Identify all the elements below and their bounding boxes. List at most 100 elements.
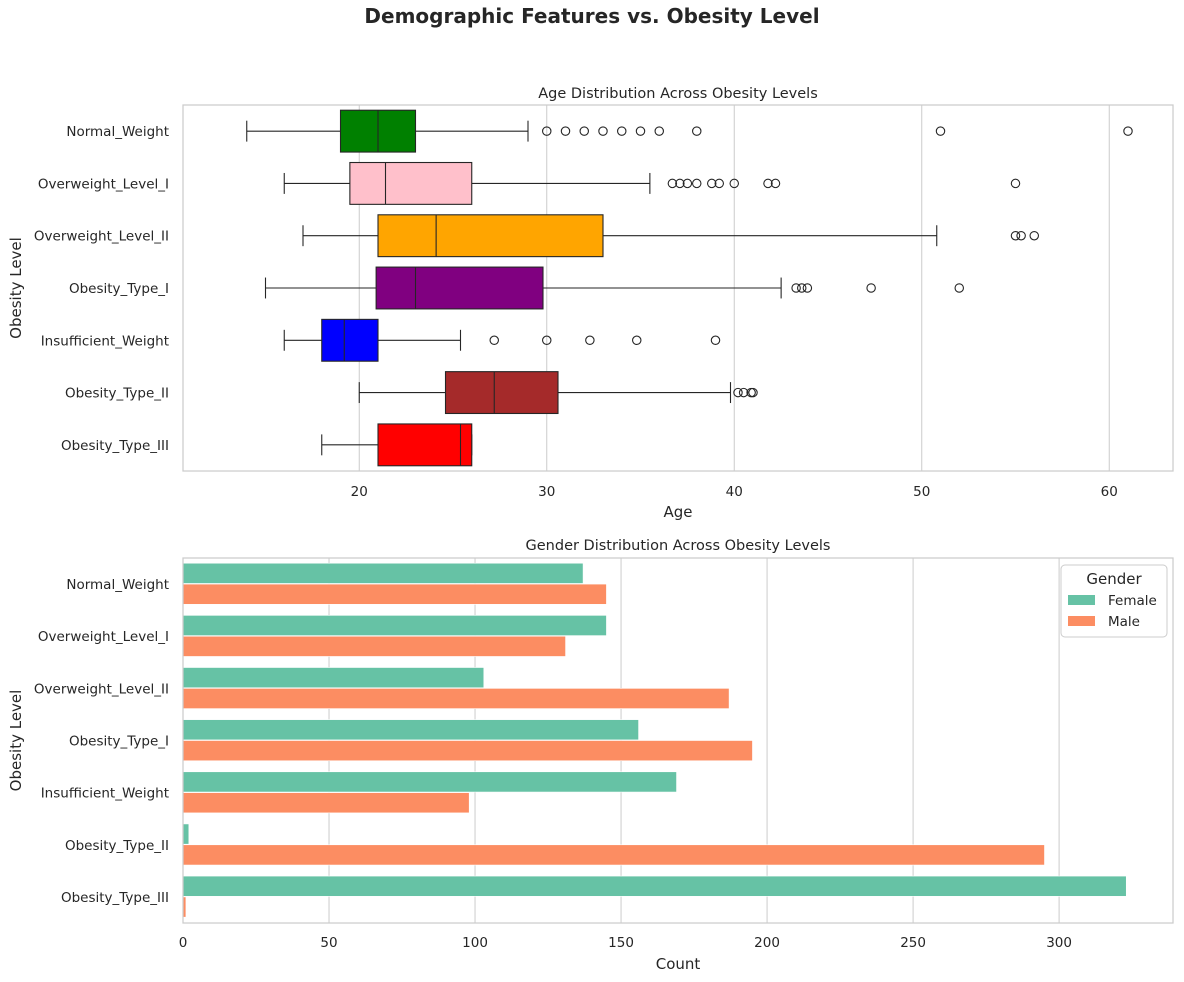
outlier-point — [954, 283, 964, 293]
bar-female-insufficient-weight — [182, 771, 677, 793]
outlier-point — [675, 178, 685, 189]
y-tick-label: Overweight_Level_II — [34, 229, 169, 245]
x-tick-label: 40 — [726, 484, 743, 500]
x-tick-label: 30 — [538, 484, 555, 500]
y-tick-label: Obesity_Type_II — [65, 386, 169, 402]
y-tick-label: Insufficient_Weight — [41, 786, 169, 802]
legend-label-male: Male — [1108, 614, 1140, 630]
outlier-point — [791, 283, 801, 293]
outlier-point — [560, 126, 571, 136]
outlier-point — [1010, 178, 1021, 189]
gender-barchart-panel: Normal_Weight Overweight_Level_I Overweigh… — [7, 538, 1174, 973]
box-obesity-type-iii — [321, 423, 473, 467]
x-tick-label: 150 — [608, 935, 634, 951]
outlier-point — [598, 126, 608, 136]
outlier-point — [1123, 126, 1133, 136]
bar-male-insufficient-weight — [182, 792, 470, 814]
outlier-point — [710, 335, 721, 346]
bar-male-normal-weight — [182, 583, 607, 605]
outlier-point — [729, 178, 739, 189]
iqr-box — [444, 371, 559, 415]
x-tick-label: 20 — [351, 484, 368, 500]
iqr-box — [377, 214, 604, 258]
y-tick-label: Overweight_Level_II — [34, 681, 169, 697]
bar-female-obesity-type-iii — [182, 875, 1127, 897]
plot-frame — [182, 557, 1174, 924]
outlier-point — [706, 178, 717, 189]
bar-male-obesity-type-ii — [182, 844, 1045, 866]
outlier-point — [616, 126, 627, 136]
x-tick-label: 250 — [900, 935, 926, 951]
legend: Gender Female Male — [1060, 564, 1168, 638]
legend-swatch-female — [1068, 595, 1095, 605]
iqr-box — [349, 161, 473, 205]
bar-female-overweight-level-i — [182, 615, 607, 636]
figure-title: Demographic Features vs. Obesity Level — [364, 4, 820, 28]
outlier-point — [541, 126, 552, 136]
outlier-point — [733, 387, 743, 398]
iqr-box — [375, 266, 544, 310]
panel-title: Gender Distribution Across Obesity Level… — [526, 538, 831, 554]
bar-male-overweight-level-i — [182, 635, 566, 657]
outlier-point — [802, 283, 813, 293]
outlier-point — [489, 335, 499, 346]
bar-female-normal-weight — [182, 562, 584, 584]
box-insufficient-weight — [283, 318, 721, 362]
outlier-point — [579, 126, 589, 136]
box-overweight-level-ii — [302, 214, 1040, 258]
outlier-point — [682, 178, 693, 189]
outlier-point — [763, 178, 773, 189]
iqr-box — [321, 318, 379, 362]
y-tick-label: Obesity_Type_I — [69, 734, 169, 750]
y-tick-label: Overweight_Level_I — [38, 629, 169, 645]
outlier-point — [935, 126, 946, 136]
outlier-point — [748, 387, 758, 398]
y-tick-label: Normal_Weight — [66, 124, 169, 140]
y-tick-label: Normal_Weight — [66, 577, 169, 593]
y-tick-label: Overweight_Level_I — [38, 176, 169, 192]
box-obesity-type-i — [264, 266, 964, 310]
age-boxplot-panel: Normal_Weight Overweight_Level_I Overweigh… — [7, 86, 1174, 521]
outlier-point — [631, 335, 642, 346]
x-tick-label: 0 — [179, 935, 188, 951]
bar-female-obesity-type-ii — [182, 823, 190, 845]
y-axis-label: Obesity Level — [7, 690, 25, 792]
y-tick-label: Obesity_Type_I — [69, 281, 169, 297]
x-tick-label: 50 — [320, 935, 337, 951]
outlier-point — [866, 283, 876, 293]
legend-label-female: Female — [1108, 593, 1157, 609]
x-axis-label: Count — [656, 955, 701, 973]
box-overweight-level-i — [283, 161, 1021, 205]
legend-swatch-male — [1068, 616, 1095, 626]
x-tick-label: 60 — [1101, 484, 1118, 500]
y-tick-label: Obesity_Type_III — [61, 890, 169, 906]
outlier-point — [738, 387, 749, 398]
outlier-point — [654, 126, 664, 136]
legend-title: Gender — [1086, 570, 1142, 588]
x-tick-label: 50 — [913, 484, 930, 500]
bar-female-obesity-type-i — [182, 719, 639, 741]
x-tick-label: 300 — [1046, 935, 1072, 951]
bar-male-overweight-level-ii — [182, 688, 730, 709]
x-axis-label: Age — [663, 503, 692, 521]
outlier-point — [1029, 230, 1040, 241]
outlier-point — [1010, 230, 1021, 241]
y-tick-label: Insufficient_Weight — [41, 333, 169, 349]
plot-frame — [182, 104, 1174, 472]
box-normal-weight — [246, 109, 1133, 153]
outlier-point — [691, 178, 702, 189]
outlier-point — [796, 283, 807, 293]
outlier-point — [635, 126, 646, 136]
outlier-point — [1016, 230, 1026, 241]
y-axis-label: Obesity Level — [7, 237, 25, 339]
bar-female-overweight-level-ii — [182, 667, 485, 689]
x-tick-label: 200 — [754, 935, 780, 951]
outlier-point — [667, 178, 678, 189]
outlier-point — [714, 178, 724, 189]
x-tick-label: 100 — [462, 935, 488, 951]
y-tick-label: Obesity_Type_II — [65, 838, 169, 854]
outlier-point — [541, 335, 552, 346]
outlier-point — [770, 178, 781, 189]
box-obesity-type-ii — [358, 371, 758, 415]
